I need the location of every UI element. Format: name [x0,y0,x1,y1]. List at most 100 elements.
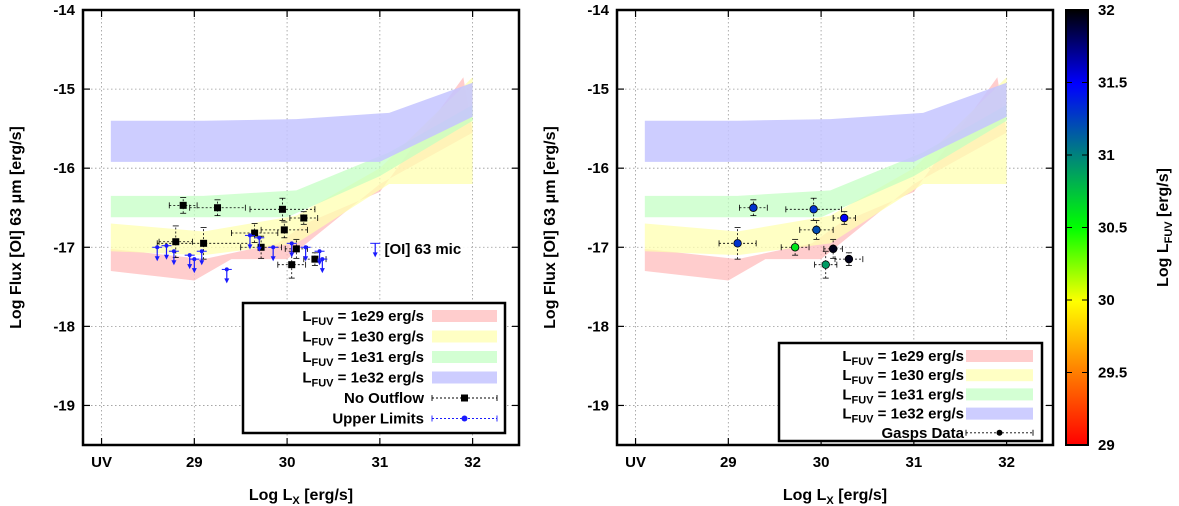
x-tick-label: 29 [720,454,737,471]
upper-limit-point [187,253,192,258]
legend-swatch [432,351,497,363]
legend-swatch [432,371,497,384]
plot-frame [615,8,1055,447]
upper-limit-arrowhead [191,268,197,274]
left-panel: [OI] 63 mic UV 29 30 31 32 -14 -15 -16 -17 -18 -19 L… [8,2,521,506]
legend-swatch [966,369,1033,382]
legend-label: LFUV = 1e32 erg/s [302,370,424,390]
upper-limit-point [257,235,262,240]
colorbar-tick-label: 31.5 [1098,75,1127,92]
upper-limit-point [303,245,308,250]
y-axis-label: Log Flux [OI] 63 μm [erg/s] [542,126,559,329]
data-point [733,239,742,248]
data-point [809,205,818,214]
legend-label: LFUV = 1e29 erg/s [842,348,964,368]
x-tick-label: 29 [186,454,203,471]
data-point [172,238,180,246]
x-tick-label: 30 [279,454,296,471]
colorbar: 29 29.5 30 30.5 31 31.5 32 Log LFUV [erg/s] [1065,2,1175,454]
legend-label: Gasps Data [881,425,964,442]
upper-limit-arrowhead [171,260,177,266]
x-tick-label: 30 [813,454,830,471]
upper-limit-point [317,249,322,254]
upper-limit-point [320,257,325,262]
colorbar-tick-label: 30 [1098,292,1115,309]
upper-limit-point [155,245,160,250]
upper-limit-arrowhead [289,252,295,258]
x-tick-label: 32 [998,454,1015,471]
upper-limit-point [171,249,176,254]
legend-label: LFUV = 1e29 erg/s [302,308,424,328]
data-point [288,261,296,269]
x-tick-label: 31 [906,454,923,471]
y-axis-label: Log Flux [OI] 63 μm [erg/s] [8,126,25,329]
data-point [200,239,208,247]
y-tick-label: -15 [587,81,609,98]
data-point [251,229,259,237]
upper-limit-point [192,257,197,262]
data-point [749,203,758,212]
right-panel: UV 29 30 31 32 -14 -15 -16 -17 -18 -19 Log LX [erg/… [542,2,1055,506]
colorbar-tick-label: 29.5 [1098,365,1127,382]
data-point [821,260,830,269]
upper-limit-arrowhead [256,246,262,252]
colorbar-tick-label: 30.5 [1098,220,1127,237]
data-point [840,213,849,223]
x-tick-label: 31 [372,454,389,471]
legend-label: LFUV = 1e31 erg/s [302,349,424,369]
y-tick-label: -16 [53,160,75,177]
data-point [311,255,319,263]
colorbar-tick-label: 31 [1098,147,1115,164]
y-tick-label: -16 [587,160,609,177]
data-point [812,225,821,235]
upper-limit-arrowhead [317,260,323,266]
upper-limit-arrowhead [154,256,160,262]
legend-label: Upper Limits [332,411,424,428]
annotation-bg [380,236,469,257]
x-tick-label: UV [91,454,112,471]
plot-frame [81,8,521,447]
x-tick-label: 32 [464,454,481,471]
data-point [280,226,288,234]
y-tick-label: -17 [53,239,75,256]
y-tick-label: -14 [587,2,609,19]
legend-label: LFUV = 1e32 erg/s [842,406,964,426]
upper-limit-arrowhead [372,252,378,258]
upper-limit-arrowhead [187,264,193,270]
model-band-32 [110,82,473,162]
data-point [179,201,187,209]
legend-label: LFUV = 1e30 erg/s [302,329,424,349]
y-tick-label: -15 [53,81,75,98]
upper-limit-point [199,249,204,254]
legend-swatch [966,407,1033,420]
legend-box [241,301,507,435]
model-band-31 [110,104,473,218]
upper-limit-point [224,267,229,272]
upper-limit-point [289,241,294,246]
model-band-32 [644,82,1007,162]
upper-limit-arrowhead [224,278,230,284]
colorbar-tick-label: 29 [1098,437,1115,454]
x-axis-label: Log LX [erg/s] [783,487,887,506]
y-tick-label: -14 [53,2,75,19]
y-tick-label: -17 [587,239,609,256]
upper-limit-arrowhead [199,260,205,266]
legend-label: LFUV = 1e30 erg/s [842,367,964,387]
data-point [844,254,854,264]
upper-limit-arrowhead [163,254,169,260]
data-point [828,244,838,254]
upper-limit-arrowhead [270,256,276,262]
upper-limit-arrowhead [303,256,309,262]
y-tick-label: -18 [53,318,75,335]
model-band-31 [644,104,1007,218]
upper-limit-arrowhead [319,268,325,274]
legend-label: LFUV = 1e31 erg/s [842,386,964,406]
model-band-30 [110,77,473,256]
data-point [214,204,222,212]
upper-limit-point [247,233,252,238]
data-point [292,245,300,253]
legend-marker [996,429,1003,436]
